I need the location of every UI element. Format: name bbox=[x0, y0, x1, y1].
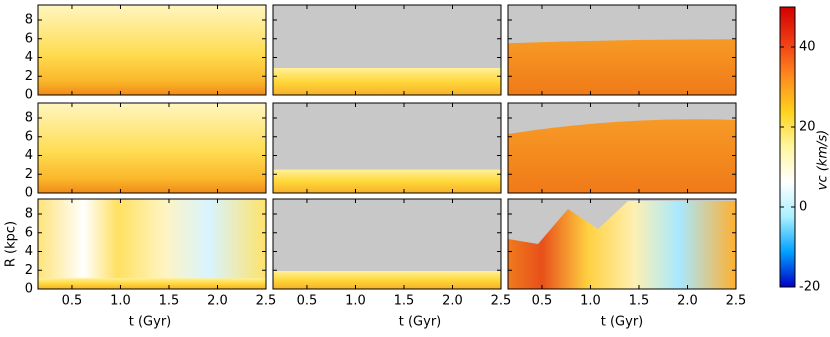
colorbar bbox=[780, 7, 795, 287]
heatmap-region bbox=[273, 68, 501, 95]
x-tick-label: 2.5 bbox=[491, 294, 512, 309]
y-tick-label: 8 bbox=[25, 13, 33, 28]
x-tick-label: 2.5 bbox=[256, 294, 277, 309]
x-tick-label: 1.5 bbox=[159, 294, 180, 309]
heatmap-background bbox=[38, 5, 266, 95]
colorbar-tick-label: -20 bbox=[799, 280, 820, 295]
colorbar-tick-label: 40 bbox=[799, 40, 816, 55]
x-tick-label: 0.5 bbox=[297, 294, 318, 309]
y-tick-label: 6 bbox=[25, 31, 33, 46]
x-tick-label: 0.5 bbox=[532, 294, 553, 309]
x-tick-label: 1.0 bbox=[110, 294, 131, 309]
panels: 0 2 4 6 8 0 2 4 6 8 0.5 1.0 1.5 2.0 2.5 0 2 4 6 8 0.5 1.0 1.5 2… bbox=[25, 5, 747, 309]
heatmap-region bbox=[508, 39, 736, 95]
y-tick-label: 4 bbox=[25, 148, 33, 163]
colorbar-tick-label: 0 bbox=[799, 200, 807, 215]
y-tick-label: 2 bbox=[25, 263, 33, 278]
y-tick-label: 4 bbox=[25, 244, 33, 259]
y-tick-label: 6 bbox=[25, 225, 33, 240]
y-tick-label: 2 bbox=[25, 69, 33, 84]
y-tick-label: 6 bbox=[25, 129, 33, 144]
x-tick-label: 2.0 bbox=[677, 294, 698, 309]
x-tick-label: 1.5 bbox=[394, 294, 415, 309]
y-tick-label: 0 bbox=[25, 88, 33, 103]
y-tick-label: 8 bbox=[25, 111, 33, 126]
x-axis-label: t (Gyr) bbox=[601, 315, 644, 330]
x-tick-label: 1.0 bbox=[345, 294, 366, 309]
heatmap-region bbox=[508, 119, 736, 193]
y-axis-label: R (kpc) bbox=[4, 221, 19, 267]
y-tick-label: 4 bbox=[25, 50, 33, 65]
y-tick-label: 8 bbox=[25, 207, 33, 222]
x-tick-label: 1.5 bbox=[629, 294, 650, 309]
x-tick-label: 2.0 bbox=[207, 294, 228, 309]
colorbar-tick-label: 20 bbox=[799, 120, 816, 135]
x-tick-label: 2.5 bbox=[726, 294, 747, 309]
x-tick-label: 1.0 bbox=[580, 294, 601, 309]
x-tick-label: 0.5 bbox=[62, 294, 83, 309]
y-tick-label: 0 bbox=[25, 282, 33, 297]
x-axis-label: t (Gyr) bbox=[129, 315, 172, 330]
x-tick-label: 2.0 bbox=[442, 294, 463, 309]
y-tick-label: 2 bbox=[25, 167, 33, 182]
colorbar-label: vc (km/s) bbox=[816, 130, 830, 190]
heatmap-background bbox=[38, 199, 266, 289]
x-axis-label: t (Gyr) bbox=[399, 315, 442, 330]
y-tick-label: 0 bbox=[25, 186, 33, 201]
heatmap-background bbox=[38, 103, 266, 193]
